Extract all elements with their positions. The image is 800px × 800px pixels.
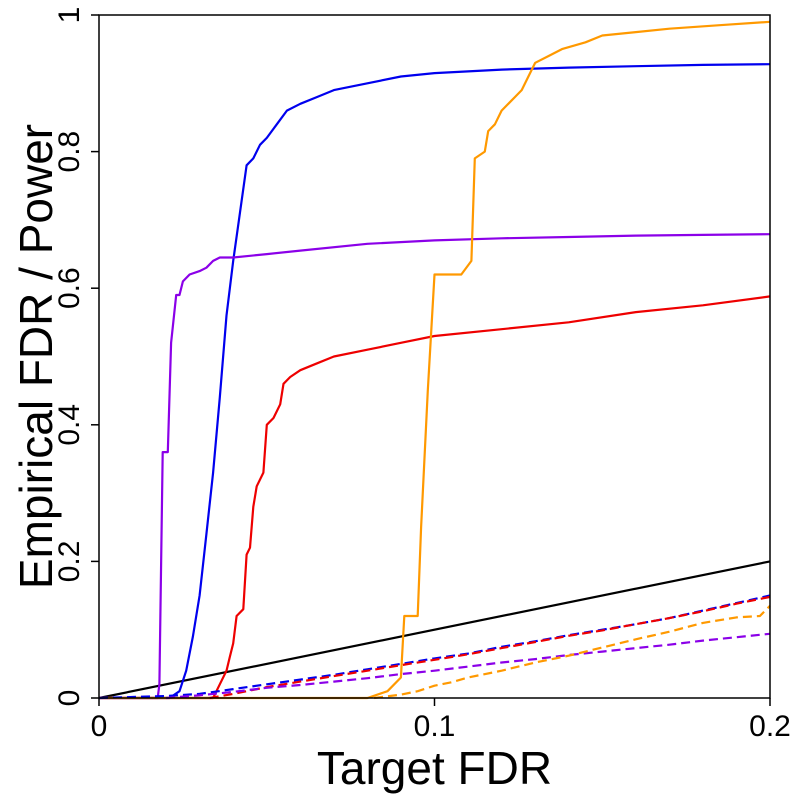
x-tick-label: 0	[91, 710, 108, 743]
x-tick-label: 0.1	[414, 710, 456, 743]
x-axis: 0 0.1 0.2	[91, 698, 791, 743]
y-tick-label: 0	[53, 690, 86, 707]
y-tick-label: 0.4	[53, 404, 86, 446]
y-tick-label: 0.8	[53, 131, 86, 173]
x-tick-label: 0.2	[749, 710, 791, 743]
series-line-2-solid	[99, 233, 771, 700]
series-line-5-dashed	[98, 594, 771, 700]
y-axis-title: Empirical FDR / Power	[10, 124, 62, 589]
y-tick-label: 0.2	[53, 541, 86, 583]
series-line-4-solid	[99, 20, 771, 700]
series-line-0-solid	[98, 560, 771, 700]
series-line-3-solid	[99, 295, 771, 700]
y-tick-label: 0.6	[53, 267, 86, 309]
series-layer	[98, 20, 771, 700]
series-line-8-dashed	[373, 605, 771, 700]
series-line-7-dashed	[166, 632, 771, 700]
y-axis: 0 0.2 0.4 0.6 0.8 1	[53, 7, 99, 707]
series-line-6-dashed	[209, 595, 771, 700]
x-axis-title: Target FDR	[317, 742, 552, 794]
series-line-1-solid	[99, 63, 771, 700]
y-tick-label: 1	[53, 7, 86, 24]
